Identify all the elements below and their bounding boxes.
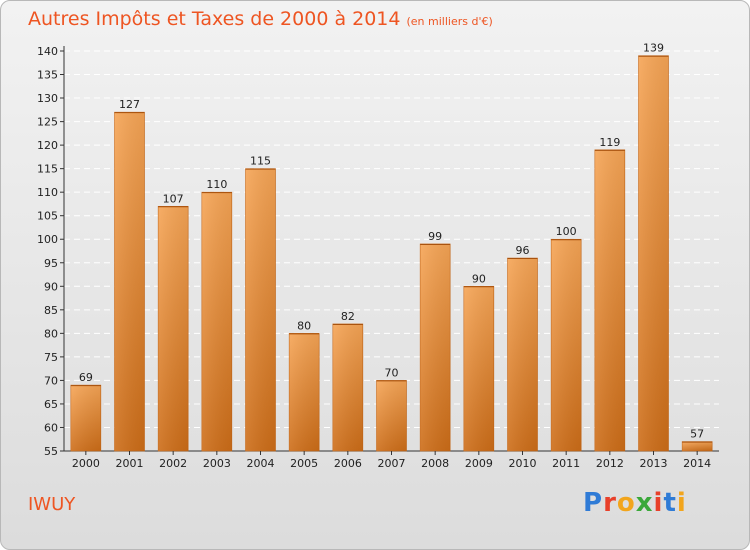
- bar-shade: [420, 243, 451, 451]
- bar-shade: [594, 149, 625, 451]
- bar-shade: [289, 333, 320, 451]
- y-tick-label: 75: [44, 351, 58, 364]
- y-tick-label: 65: [44, 398, 58, 411]
- bar-shade: [70, 385, 101, 451]
- value-label-2006: 82: [341, 310, 355, 323]
- y-tick-label: 125: [37, 116, 58, 129]
- chart-unit-note: (en milliers d'€): [406, 15, 493, 28]
- chart-title: Autres Impôts et Taxes de 2000 à 2014 (en…: [28, 8, 493, 30]
- x-tick-label-2008: 2008: [421, 457, 449, 470]
- value-label-2009: 90: [472, 272, 486, 285]
- bar-shade: [551, 239, 582, 451]
- y-tick-label: 130: [37, 92, 58, 105]
- value-label-2001: 127: [119, 98, 140, 111]
- value-label-2013: 139: [643, 42, 664, 55]
- bar-shade: [332, 323, 363, 451]
- bar-shade: [463, 286, 494, 451]
- x-tick-label-2014: 2014: [683, 457, 711, 470]
- x-tick-label-2009: 2009: [465, 457, 493, 470]
- y-tick-label: 95: [44, 257, 58, 270]
- y-tick-label: 60: [44, 421, 58, 434]
- x-tick-label-2011: 2011: [552, 457, 580, 470]
- y-tick-label: 120: [37, 139, 58, 152]
- value-label-2012: 119: [599, 136, 620, 149]
- y-tick-label: 115: [37, 163, 58, 176]
- value-label-2003: 110: [206, 178, 227, 191]
- y-tick-label: 90: [44, 280, 58, 293]
- value-label-2010: 96: [516, 244, 530, 257]
- y-tick-label: 105: [37, 210, 58, 223]
- y-tick-label: 55: [44, 445, 58, 458]
- value-label-2004: 115: [250, 155, 271, 168]
- place-name: IWUY: [28, 494, 76, 515]
- x-tick-label-2002: 2002: [159, 457, 187, 470]
- bar-shade: [376, 380, 407, 451]
- x-tick-label-2006: 2006: [334, 457, 362, 470]
- x-tick-label-2012: 2012: [596, 457, 624, 470]
- bar-shade: [114, 112, 145, 452]
- bar-shade: [638, 55, 669, 452]
- bar-shade: [682, 441, 713, 451]
- brand-logo: Proxiti: [583, 488, 687, 518]
- y-tick-label: 140: [37, 45, 58, 58]
- chart-title-text: Autres Impôts et Taxes de 2000 à 2014: [28, 8, 401, 30]
- bar-shade: [201, 192, 232, 452]
- x-tick-label-2005: 2005: [290, 457, 318, 470]
- y-tick-label: 100: [37, 233, 58, 246]
- y-tick-label: 85: [44, 304, 58, 317]
- x-tick-label-2013: 2013: [640, 457, 668, 470]
- bar-shade: [507, 258, 538, 451]
- value-label-2002: 107: [163, 192, 184, 205]
- y-tick-label: 135: [37, 69, 58, 82]
- x-tick-label-2003: 2003: [203, 457, 231, 470]
- bar-shade: [245, 168, 276, 451]
- value-label-2011: 100: [556, 225, 577, 238]
- x-tick-label-2004: 2004: [247, 457, 275, 470]
- y-tick-label: 80: [44, 327, 58, 340]
- bar-shade: [158, 206, 189, 451]
- value-label-2007: 70: [385, 366, 399, 379]
- x-tick-label-2007: 2007: [378, 457, 406, 470]
- x-tick-label-2001: 2001: [116, 457, 144, 470]
- value-label-2014: 57: [690, 428, 704, 441]
- y-tick-label: 70: [44, 374, 58, 387]
- y-tick-label: 110: [37, 186, 58, 199]
- x-tick-label-2000: 2000: [72, 457, 100, 470]
- value-label-2005: 80: [297, 319, 311, 332]
- x-tick-label-2010: 2010: [509, 457, 537, 470]
- value-label-2008: 99: [428, 230, 442, 243]
- value-label-2000: 69: [79, 371, 93, 384]
